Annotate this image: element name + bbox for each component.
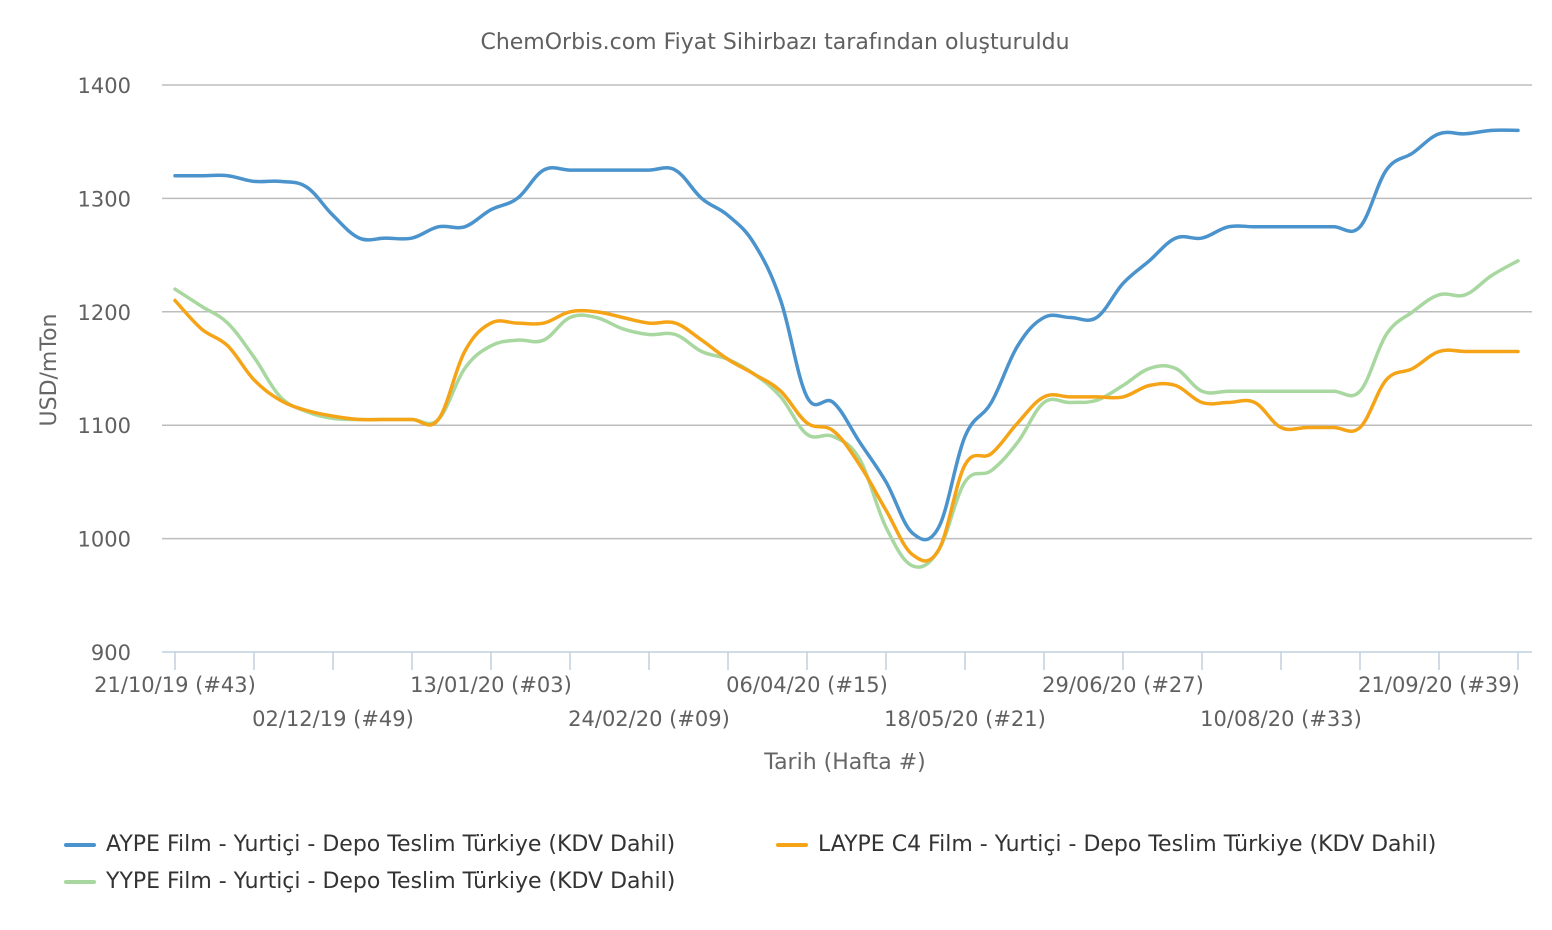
- x-tick-label: 13/01/20 (#03): [410, 673, 572, 697]
- legend-swatch-yype: [64, 879, 96, 884]
- legend-item-yype[interactable]: YYPE Film - Yurtiçi - Depo Teslim Türkiy…: [64, 869, 675, 894]
- legend-label-yype: YYPE Film - Yurtiçi - Depo Teslim Türkiy…: [106, 869, 676, 894]
- x-tick-label: 10/08/20 (#33): [1200, 707, 1362, 731]
- x-axis-tick-labels: 21/10/19 (#43) 02/12/19 (#49) 13/01/20 (#0…: [94, 673, 1520, 731]
- x-tick-label: 21/10/19 (#43): [94, 673, 256, 697]
- x-axis: [162, 651, 1532, 670]
- y-tick-label: 1100: [78, 414, 131, 438]
- y-axis-title: USD/mTon: [37, 314, 62, 427]
- grid-lines: [162, 84, 1532, 540]
- legend-item-aype[interactable]: AYPE Film - Yurtiçi - Depo Teslim Türkiy…: [64, 832, 675, 857]
- series-lines: [173, 128, 1520, 569]
- series-line-yype: [173, 259, 1520, 569]
- legend-swatch-laype: [776, 842, 808, 847]
- series-line-aype: [173, 128, 1520, 542]
- y-tick-label: 900: [91, 641, 131, 665]
- y-tick-label: 1300: [78, 187, 131, 211]
- y-tick-label: 1200: [78, 301, 131, 325]
- y-tick-label: 1000: [78, 528, 131, 552]
- legend-swatch-aype: [64, 842, 96, 847]
- legend-item-laype[interactable]: LAYPE C4 Film - Yurtiçi - Depo Teslim Tü…: [776, 832, 1436, 857]
- x-tick-label: 29/06/20 (#27): [1042, 673, 1204, 697]
- legend-label-aype: AYPE Film - Yurtiçi - Depo Teslim Türkiy…: [106, 832, 676, 857]
- x-tick-label: 02/12/19 (#49): [252, 707, 414, 731]
- x-tick-label: 21/09/20 (#39): [1358, 673, 1520, 697]
- series-line-laype: [173, 298, 1520, 563]
- y-tick-label: 1400: [78, 74, 131, 98]
- y-axis-tick-labels: 900 1000 1100 1200 1300 1400: [78, 74, 131, 665]
- chart-subtitle: ChemOrbis.com Fiyat Sihirbazı tarafından…: [480, 30, 1069, 55]
- x-tick-label: 18/05/20 (#21): [884, 707, 1046, 731]
- x-tick-label: 24/02/20 (#09): [568, 707, 730, 731]
- legend-label-laype: LAYPE C4 Film - Yurtiçi - Depo Teslim Tü…: [818, 832, 1437, 857]
- x-tick-label: 06/04/20 (#15): [726, 673, 888, 697]
- x-axis-title: Tarih (Hafta #): [763, 750, 925, 775]
